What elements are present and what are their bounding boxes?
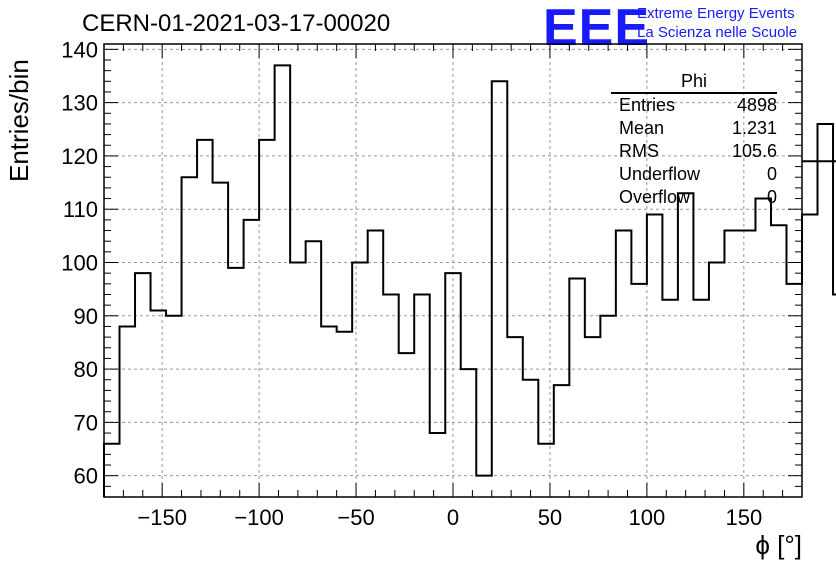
stats-label: RMS <box>619 141 659 161</box>
stats-label: Mean <box>619 118 665 138</box>
histogram-bin <box>476 476 492 497</box>
histogram-bin <box>290 263 306 497</box>
histogram-bin <box>306 241 322 497</box>
x-tick-label: 0 <box>447 505 459 530</box>
y-tick-label: 90 <box>74 304 98 329</box>
histogram-bin <box>430 433 446 497</box>
histogram-bin <box>383 294 399 497</box>
chart-title: CERN-01-2021-03-17-00020 <box>82 10 391 37</box>
stats-value: 4898 <box>736 95 777 115</box>
histogram-bin <box>740 231 756 497</box>
histogram-bin <box>352 263 368 497</box>
histogram-bin <box>554 385 570 497</box>
y-tick-label: 70 <box>74 410 98 435</box>
x-tick-label: −50 <box>337 505 374 530</box>
histogram-series-line <box>103 64 836 497</box>
stats-value: 1.231 <box>731 118 777 138</box>
histogram-bin <box>259 140 275 497</box>
histogram-bin <box>538 444 554 497</box>
y-tick-label: 60 <box>74 464 98 489</box>
histogram-bin <box>755 199 771 497</box>
stats-label: Entries <box>619 95 676 115</box>
x-axis-label: ϕ [°] <box>755 530 802 560</box>
histogram-bin <box>182 177 198 497</box>
x-tick-label: −150 <box>137 505 187 530</box>
plot-frame <box>103 43 803 498</box>
histogram-bin <box>616 231 632 497</box>
histogram-bin <box>662 300 678 497</box>
histogram-bin <box>569 278 585 497</box>
histogram-bin <box>818 124 834 497</box>
histogram-bin <box>771 225 787 497</box>
histogram-bin <box>507 337 523 497</box>
histogram-bin <box>445 273 461 497</box>
stats-row-mean: Mean 1.231 <box>611 117 777 140</box>
histogram-bin <box>647 215 663 497</box>
histogram-bin <box>151 310 167 497</box>
eee-logo: EEE <box>543 0 651 57</box>
stats-label: Underflow <box>619 164 701 184</box>
stats-title: Phi <box>611 70 777 94</box>
x-tick-label: 100 <box>629 505 666 530</box>
histogram-bin <box>786 284 802 497</box>
histogram-bin <box>337 332 353 497</box>
stats-value: 105.6 <box>731 141 777 161</box>
stats-row-underflow: Underflow 0 <box>611 163 777 186</box>
stats-row-rms: RMS 105.6 <box>611 140 777 163</box>
stats-value: 0 <box>766 187 777 207</box>
histogram-bin <box>492 81 508 497</box>
histogram-bin <box>600 316 616 497</box>
histogram-bin <box>321 326 337 497</box>
stats-label: Overflow <box>619 187 691 207</box>
histogram-bin <box>197 140 213 497</box>
logo-line-2: La Scienza nelle Scuole <box>637 24 798 41</box>
x-tick-label: 50 <box>538 505 562 530</box>
histogram-bin <box>802 215 818 497</box>
stats-row-overflow: Overflow 0 <box>611 186 777 209</box>
histogram-bin <box>244 220 260 497</box>
stats-row-entries: Entries 4898 <box>611 94 777 117</box>
histogram-bin <box>693 300 709 497</box>
histogram-bin <box>399 353 415 497</box>
histogram-bin <box>228 268 244 497</box>
histogram-bin <box>724 231 740 497</box>
histogram-bin <box>104 444 120 497</box>
stats-value: 0 <box>766 164 777 184</box>
histogram-bin <box>120 326 136 497</box>
histogram-bin <box>709 263 725 497</box>
histogram-bin <box>275 65 291 497</box>
x-tick-label: −100 <box>234 505 284 530</box>
x-tick-label: 150 <box>725 505 762 530</box>
y-tick-label: 100 <box>61 251 98 276</box>
histogram-bin <box>523 380 539 497</box>
y-tick-label: 110 <box>63 197 98 222</box>
logo-line-1: Extreme Energy Events <box>637 5 795 22</box>
y-tick-label: 130 <box>61 91 98 116</box>
histogram-bin <box>461 369 477 497</box>
histogram-bin <box>135 273 151 497</box>
stats-box: Phi Entries 4898 Mean 1.231 RMS 105.6 Un… <box>611 70 777 209</box>
histogram-bin <box>213 183 229 497</box>
y-tick-label: 140 <box>61 37 98 62</box>
eee-logo-text: Extreme Energy Events La Scienza nelle S… <box>637 4 797 42</box>
y-tick-label: 80 <box>74 357 98 382</box>
y-tick-label: 120 <box>61 144 98 169</box>
histogram-bin <box>166 316 182 497</box>
histogram-bin <box>631 284 647 497</box>
histogram-bin <box>368 231 384 497</box>
histogram-bin <box>678 193 694 497</box>
histogram-bin <box>414 294 430 497</box>
histogram-bin <box>585 337 601 497</box>
